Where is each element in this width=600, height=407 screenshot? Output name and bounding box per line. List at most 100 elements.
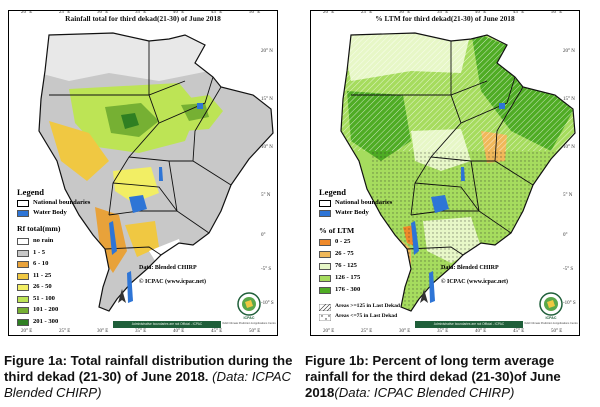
- ltm-map: % LTM for third dekad(21-30) of June 201…: [310, 10, 580, 336]
- legend-swatch: [17, 318, 29, 326]
- legend-swatch: [17, 272, 29, 280]
- rain-zone-dry-north: [39, 33, 209, 81]
- north-arrow-icon: [118, 289, 126, 303]
- lon-tick: 40° E: [173, 10, 185, 15]
- region-outline: [340, 32, 576, 312]
- lon-tick: 25° E: [361, 329, 373, 334]
- icpac-logo-icon: [539, 292, 563, 316]
- lake-malawi: [429, 271, 435, 303]
- water-swatch: [319, 210, 331, 217]
- scale-title: % of LTM: [319, 226, 355, 235]
- rainfall-map-drawing: [38, 32, 274, 312]
- lon-tick: 50° E: [551, 10, 563, 15]
- logo-subtitle: IGAD Climate Prediction & Applications C…: [222, 322, 276, 325]
- legend-title: Legend: [17, 187, 44, 197]
- legend-class-label: 0 - 25: [335, 238, 351, 245]
- hatch-swatch: [319, 304, 331, 311]
- legend-swatch: [17, 249, 29, 257]
- legend-swatch: [319, 287, 331, 294]
- caption-source: (Data: ICPAC Blended CHIRP): [334, 385, 515, 400]
- lake-tana: [197, 103, 203, 109]
- legend-swatch: [319, 275, 331, 282]
- lon-tick: 35° E: [135, 329, 147, 334]
- figure-caption-left: Figure 1a: Total rainfall distribution d…: [4, 353, 298, 401]
- legend-class-label: 126 - 175: [335, 274, 361, 281]
- legend-class-label: 1 - 5: [33, 248, 46, 256]
- lon-tick: 20° E: [323, 10, 335, 15]
- legend-class-label: 6 - 10: [33, 260, 49, 267]
- lake-malawi: [127, 271, 133, 303]
- lon-tick: 30° E: [399, 329, 411, 334]
- region-outline: [38, 32, 274, 312]
- ltm-map-panel: % LTM for third dekad(21-30) of June 201…: [304, 0, 596, 352]
- legend-class-label: 51 - 100: [33, 294, 55, 302]
- lat-tick: 20° N: [261, 49, 273, 54]
- legend-swatch: [17, 238, 29, 245]
- lon-tick: 40° E: [173, 329, 185, 334]
- lat-tick: -5° S: [261, 267, 272, 272]
- legend-label: Water Body: [335, 209, 369, 216]
- boundary-swatch: [17, 200, 29, 207]
- water-swatch: [17, 210, 29, 217]
- legend-label: Water Body: [33, 209, 67, 216]
- legend-class-label: 101 - 200: [33, 306, 59, 313]
- legend-title: Legend: [319, 187, 346, 197]
- lon-tick: 35° E: [437, 10, 449, 15]
- lon-tick: 25° E: [361, 10, 373, 15]
- lon-tick: 45° E: [513, 10, 525, 15]
- lat-tick: -5° S: [563, 267, 574, 272]
- copyright: © ICPAC (www.icpac.net): [441, 279, 509, 285]
- lake-turkana: [159, 167, 163, 181]
- legend-class-label: 201 - 300: [33, 317, 59, 325]
- lake-victoria: [431, 195, 449, 213]
- lon-tick: 25° E: [59, 10, 71, 15]
- lon-tick: 20° E: [21, 10, 33, 15]
- lon-tick: 30° E: [97, 329, 109, 334]
- lon-tick: 30° E: [399, 10, 411, 15]
- lon-tick: 45° E: [513, 329, 525, 334]
- data-source: Data: Blended CHIRP: [441, 265, 499, 271]
- disclaimer-bar: Administrative boundaries are not Offici…: [113, 321, 221, 328]
- legend-swatch: [17, 295, 29, 303]
- legend-class-label: 76 - 125: [335, 262, 357, 269]
- copyright: © ICPAC (www.icpac.net): [139, 279, 207, 285]
- legend-class-label: 176 - 300: [335, 286, 361, 293]
- lake-victoria: [129, 195, 147, 213]
- legend-swatch: [319, 251, 331, 258]
- lon-tick: 50° E: [249, 10, 261, 15]
- rainfall-map-panel: Rainfall total for third dekad(21-30) of…: [2, 0, 294, 352]
- lon-tick: 30° E: [97, 10, 109, 15]
- lake-tanganyika: [109, 221, 117, 255]
- lat-tick: 5° N: [563, 193, 573, 198]
- legend-swatch: [17, 284, 29, 291]
- rainfall-map: Rainfall total for third dekad(21-30) of…: [8, 10, 278, 336]
- lon-tick: 45° E: [211, 329, 223, 334]
- legend-class-label: no rain: [33, 237, 54, 244]
- legend-swatch: [17, 307, 29, 314]
- legend-class-label: 26 - 75: [335, 250, 354, 257]
- lat-tick: 0°: [563, 233, 568, 238]
- lon-tick: 35° E: [437, 329, 449, 334]
- lon-tick: 40° E: [475, 329, 487, 334]
- lake-turkana: [461, 167, 465, 181]
- lon-tick: 25° E: [59, 329, 71, 334]
- caption-text: Figure 1b: Percent of long term average …: [305, 353, 561, 400]
- lat-tick: -10° S: [563, 301, 576, 306]
- legend-swatch: [319, 263, 331, 270]
- rain-zone-yellow-west: [49, 121, 109, 181]
- north-arrow-icon: [420, 289, 428, 303]
- lat-tick: 20° N: [563, 49, 575, 54]
- lat-tick: 15° N: [261, 97, 273, 102]
- lon-tick: 20° E: [323, 329, 335, 334]
- figure-caption-right: Figure 1b: Percent of long term average …: [305, 353, 597, 401]
- rain-zone-darkest: [121, 113, 139, 129]
- lat-tick: 0°: [261, 233, 266, 238]
- lat-tick: 10° N: [261, 145, 273, 150]
- lat-tick: -10° S: [261, 301, 274, 306]
- lake-tana: [499, 103, 505, 109]
- disclaimer-bar: Administrative boundaries are not Offici…: [415, 321, 523, 328]
- legend-class-label: 11 - 25: [33, 271, 52, 279]
- lat-tick: 10° N: [563, 145, 575, 150]
- map-title: % LTM for third dekad(21-30) of June 201…: [375, 14, 515, 23]
- legend-class-label: 26 - 50: [33, 283, 52, 290]
